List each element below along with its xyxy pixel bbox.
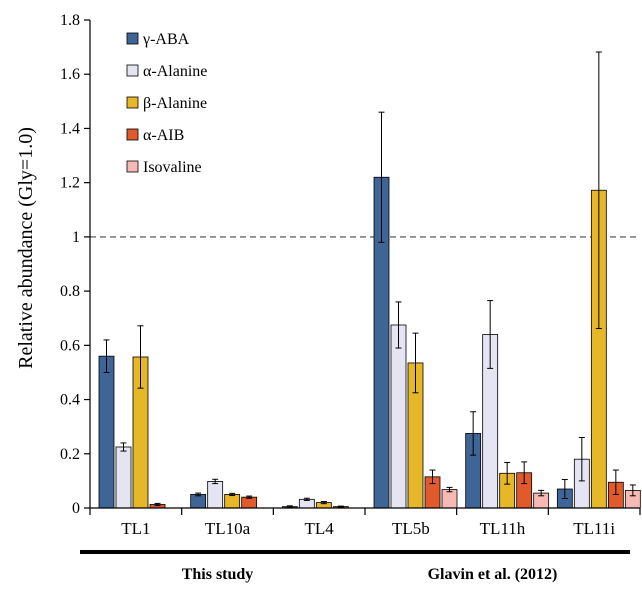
y-tick-label: 1.4	[60, 120, 80, 137]
group-label: This study	[182, 566, 254, 583]
bar	[98, 355, 115, 509]
x-tick-label: TL1	[121, 519, 150, 538]
bar	[441, 489, 458, 509]
group-label: Glavin et al. (2012)	[428, 566, 558, 583]
bar	[224, 494, 241, 509]
bar	[241, 496, 258, 509]
legend-swatch	[126, 128, 139, 141]
legend-label: β-Alanine	[143, 95, 207, 112]
y-axis-title: Relative abundance (Gly=1.0)	[15, 127, 37, 369]
x-tick-label: TL10a	[205, 519, 251, 538]
legend-swatch	[126, 96, 139, 109]
group-labels: This study Glavin et al. (2012)	[80, 550, 630, 583]
bars-layer	[98, 51, 641, 509]
bar	[115, 446, 132, 509]
legend: γ-ABA α-Alanine β-Alanine α-AIB Isovaline	[126, 31, 207, 176]
y-tick-label: 1	[72, 229, 80, 246]
bar	[207, 481, 224, 509]
y-tick-label: 1.6	[60, 66, 80, 83]
y-tick-label: 0.4	[60, 392, 80, 409]
legend-swatch	[126, 160, 139, 173]
legend-swatch	[126, 32, 139, 45]
bar	[390, 324, 407, 509]
x-tick-label: TL4	[305, 519, 335, 538]
y-tick-label: 1.2	[60, 175, 80, 192]
legend-label: α-Alanine	[143, 63, 207, 80]
y-tick-label: 0	[72, 500, 80, 517]
y-tick-label: 0.2	[60, 446, 80, 463]
axes-layer	[84, 19, 641, 515]
tick-labels-layer: 0 0.2 0.4 0.6 0.8 1 1.2 1.4 1.6 1.8 TL1 TL10a TL4 TL5…	[60, 12, 615, 538]
x-tick-label: TL11i	[573, 519, 615, 538]
x-tick-label: TL11h	[480, 519, 526, 538]
y-tick-label: 0.6	[60, 337, 80, 354]
y-tick-label: 0.8	[60, 283, 80, 300]
legend-label: Isovaline	[143, 159, 202, 176]
x-tick-label: TL5b	[392, 519, 430, 538]
legend-label: α-AIB	[143, 127, 184, 144]
legend-label: γ-ABA	[142, 31, 190, 48]
bar	[190, 494, 207, 509]
legend-swatch	[126, 64, 139, 77]
y-tick-label: 1.8	[60, 12, 80, 29]
